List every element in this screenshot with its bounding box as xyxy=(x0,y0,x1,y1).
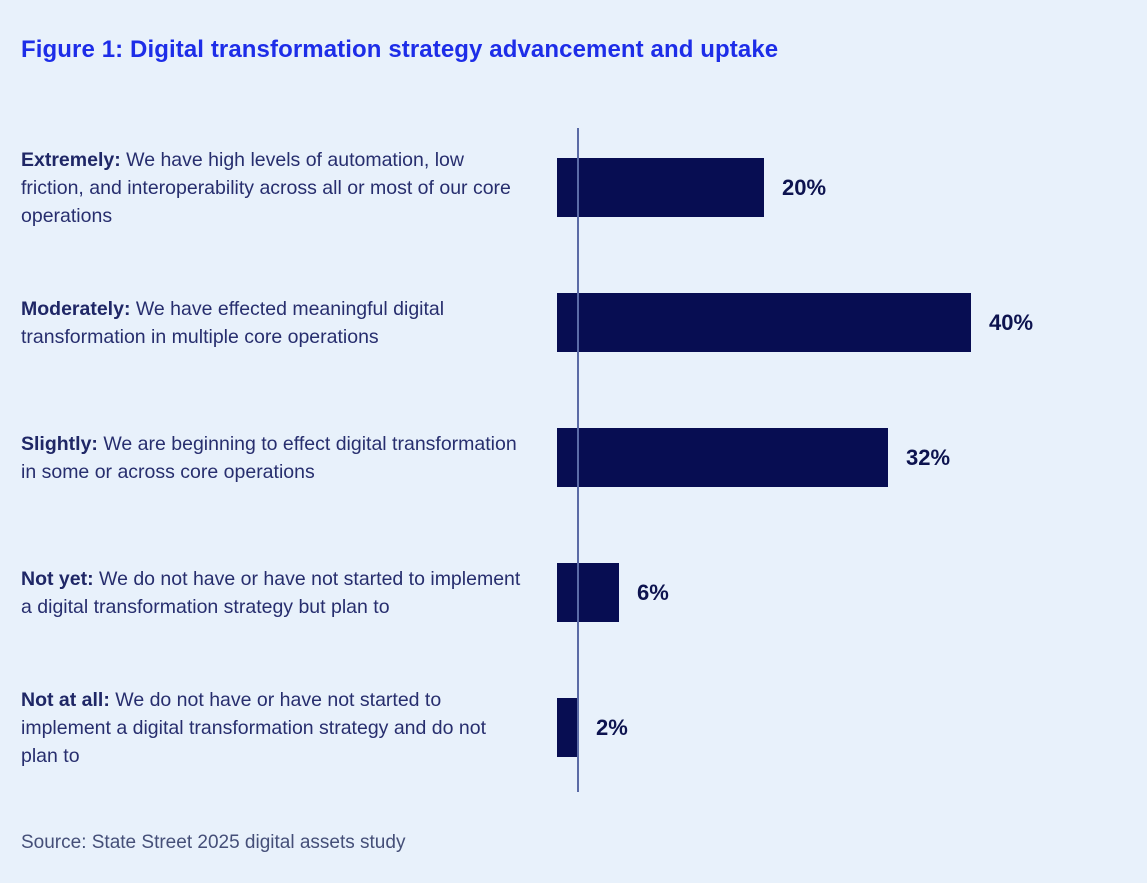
bar xyxy=(557,158,764,217)
bar-area: 40% xyxy=(557,255,1147,390)
category-desc: We are beginning to effect digital trans… xyxy=(21,432,517,483)
category-lead: Extremely: xyxy=(21,148,121,171)
chart-row-5: Not at all: We do not have or have not s… xyxy=(0,660,1147,795)
y-axis-line xyxy=(577,128,579,792)
chart-row-4: Not yet: We do not have or have not star… xyxy=(0,525,1147,660)
category-desc: We do not have or have not started to im… xyxy=(21,688,487,767)
category-desc: We do not have or have not started to im… xyxy=(21,567,521,618)
figure-title: Figure 1: Digital transformation strateg… xyxy=(21,36,779,63)
bar xyxy=(557,563,619,622)
category-lead: Not at all: xyxy=(21,688,110,711)
category-label: Slightly: We are beginning to effect dig… xyxy=(0,430,557,486)
category-label: Moderately: We have effected meaningful … xyxy=(0,295,557,351)
bar-area: 32% xyxy=(557,390,1147,525)
chart-row-3: Slightly: We are beginning to effect dig… xyxy=(0,390,1147,525)
value-label: 20% xyxy=(782,174,827,200)
value-label: 6% xyxy=(637,579,669,605)
bar xyxy=(557,293,971,352)
category-desc: We have effected meaningful digital tran… xyxy=(21,297,445,348)
value-label: 40% xyxy=(989,309,1034,335)
category-lead: Slightly: xyxy=(21,432,98,455)
chart-row-1: Extremely: We have high levels of automa… xyxy=(0,120,1147,255)
source-note: Source: State Street 2025 digital assets… xyxy=(21,832,406,853)
category-lead: Moderately: xyxy=(21,297,131,320)
value-label: 2% xyxy=(596,714,628,740)
category-desc: We have high levels of automation, low f… xyxy=(21,148,511,227)
category-label: Not yet: We do not have or have not star… xyxy=(0,565,557,621)
chart-row-2: Moderately: We have effected meaningful … xyxy=(0,255,1147,390)
category-lead: Not yet: xyxy=(21,567,94,590)
category-label: Extremely: We have high levels of automa… xyxy=(0,146,557,230)
bar-area: 6% xyxy=(557,525,1147,660)
bar-chart: Extremely: We have high levels of automa… xyxy=(0,120,1147,795)
bar-area: 20% xyxy=(557,120,1147,255)
category-label: Not at all: We do not have or have not s… xyxy=(0,686,557,770)
chart-rows: Extremely: We have high levels of automa… xyxy=(0,120,1147,795)
bar-area: 2% xyxy=(557,660,1147,795)
value-label: 32% xyxy=(906,444,951,470)
bar xyxy=(557,428,888,487)
bar xyxy=(557,698,578,757)
